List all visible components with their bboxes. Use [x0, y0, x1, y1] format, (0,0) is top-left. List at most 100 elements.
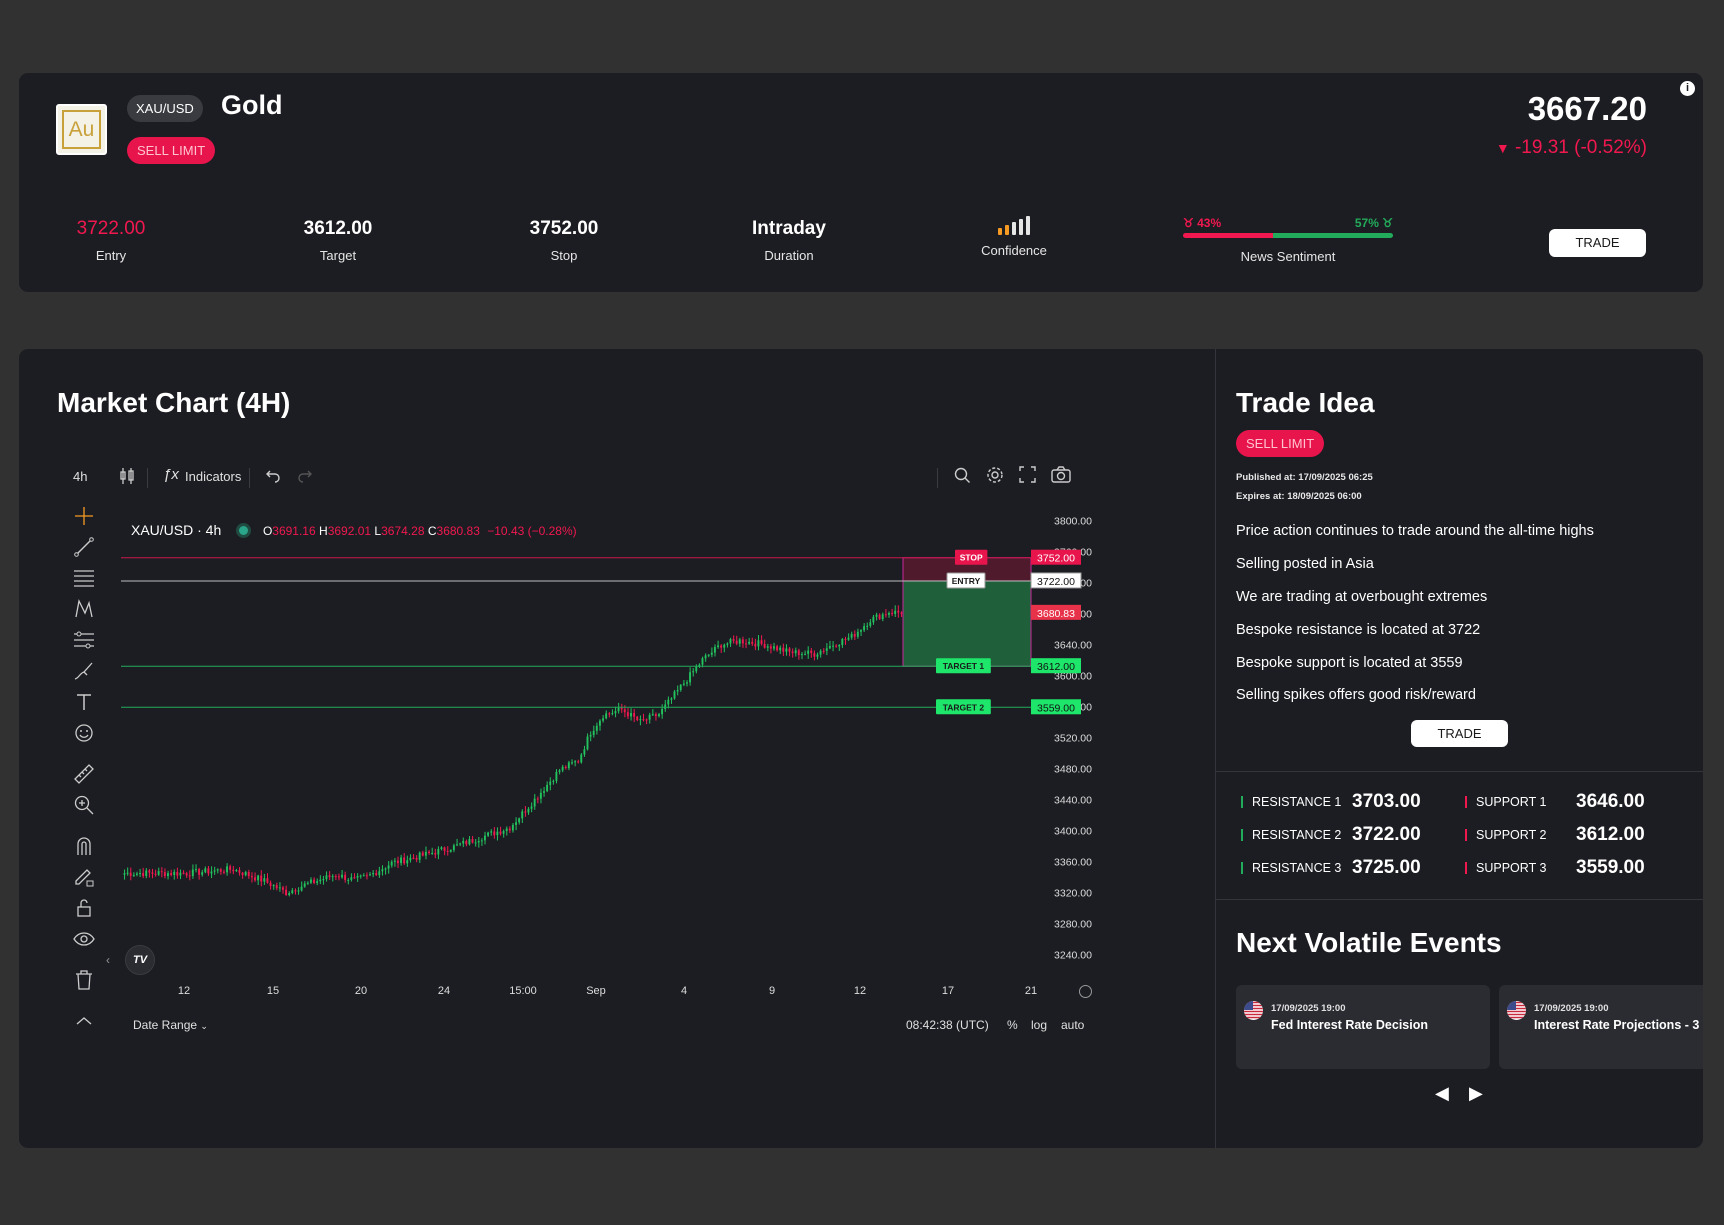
- ruler-icon[interactable]: [73, 763, 95, 785]
- candle: [580, 754, 583, 763]
- support-1: SUPPORT 1 3646.00: [1465, 791, 1645, 813]
- resistance-3: RESISTANCE 3 3725.00: [1241, 857, 1421, 879]
- candle: [502, 831, 505, 834]
- info-icon[interactable]: i: [1680, 81, 1695, 96]
- instrument-header-card: Au XAU/USD SELL LIMIT Gold 3667.20 ▼ -19…: [19, 73, 1703, 292]
- candle: [875, 614, 878, 617]
- trade-idea-trade-button[interactable]: TRADE: [1411, 720, 1508, 747]
- eye-icon[interactable]: [73, 928, 95, 950]
- candle: [841, 638, 844, 645]
- candle: [782, 647, 785, 652]
- y-tick-label: 3640.00: [1054, 640, 1092, 652]
- axis-price-badge-label: 3752.00: [1037, 553, 1075, 565]
- candle: [163, 872, 166, 877]
- emoji-icon[interactable]: [73, 722, 95, 744]
- x-tick-label: 12: [853, 985, 867, 997]
- unlock-icon[interactable]: [73, 897, 95, 919]
- trade-idea-title: Trade Idea: [1236, 387, 1375, 418]
- y-tick-label: 3520.00: [1054, 733, 1092, 745]
- candle: [741, 639, 744, 644]
- candle: [797, 650, 800, 656]
- candle: [194, 869, 197, 871]
- candle: [272, 885, 275, 887]
- candle: [294, 890, 297, 892]
- magnet-icon[interactable]: [73, 835, 95, 857]
- candle: [639, 719, 642, 721]
- text-tool-icon[interactable]: [73, 691, 95, 713]
- candle: [878, 614, 881, 620]
- camera-icon[interactable]: [1051, 466, 1071, 487]
- candle: [375, 873, 378, 876]
- crosshair-icon[interactable]: [73, 505, 95, 527]
- bull-bar-fill: [1273, 233, 1393, 238]
- support-label: SUPPORT 3: [1476, 861, 1547, 875]
- trade-button[interactable]: TRADE: [1549, 229, 1646, 257]
- interval-selector[interactable]: 4h: [73, 469, 88, 484]
- events-prev-button[interactable]: ◀: [1435, 1083, 1449, 1103]
- event-card[interactable]: 17/09/2025 19:00 Fed Interest Rate Decis…: [1236, 985, 1490, 1069]
- candle: [341, 874, 343, 878]
- legend-l-label: L: [374, 524, 382, 538]
- fullscreen-icon[interactable]: [1019, 466, 1036, 486]
- candle: [574, 761, 577, 763]
- candle: [490, 831, 493, 833]
- log-toggle[interactable]: log: [1031, 1018, 1048, 1032]
- order-type-badge: SELL LIMIT: [127, 137, 216, 164]
- brush-icon[interactable]: [73, 660, 95, 682]
- zoom-search-icon[interactable]: [953, 466, 971, 487]
- candle: [359, 875, 362, 877]
- lock-drawing-icon[interactable]: [73, 866, 95, 888]
- candle: [229, 866, 232, 870]
- candle: [623, 709, 626, 713]
- candle: [400, 857, 402, 864]
- candle: [720, 645, 723, 648]
- stat-entry: 3722.00 Entry: [41, 218, 181, 263]
- trash-icon[interactable]: [73, 969, 95, 991]
- x-tick-label: 4: [680, 985, 688, 997]
- candle: [331, 876, 334, 878]
- support-marker: [1465, 829, 1467, 841]
- sentiment-bar: [1183, 233, 1393, 238]
- candle: [319, 879, 322, 882]
- candlestick-chart[interactable]: 3240.00 3280.00 3320.00 3360.00 3400.00 3440.…: [121, 505, 1121, 970]
- news-sentiment: ♉︎ 43% 57% ♉︎ News Sentiment: [1183, 216, 1393, 264]
- events-next-button[interactable]: ▶: [1469, 1083, 1483, 1103]
- axis-settings-icon[interactable]: [1079, 985, 1092, 998]
- redo-icon[interactable]: [297, 467, 313, 486]
- y-tick-label: 3320.00: [1054, 888, 1092, 900]
- pattern-icon[interactable]: [73, 598, 95, 620]
- collapse-left-icon[interactable]: ‹: [106, 953, 110, 967]
- date-range-selector[interactable]: Date Range ⌄: [133, 1018, 208, 1032]
- candle: [595, 725, 598, 731]
- undo-icon[interactable]: [265, 467, 281, 486]
- bear-icon: ♉︎: [1183, 216, 1194, 230]
- resistance-marker: [1241, 829, 1243, 841]
- duration-value: Intraday: [752, 218, 826, 239]
- indicators-button[interactable]: Indicators: [185, 469, 242, 484]
- candle: [465, 840, 468, 845]
- event-card[interactable]: 17/09/2025 19:00 Interest Rate Projectio…: [1499, 985, 1703, 1069]
- percent-toggle[interactable]: %: [1007, 1018, 1018, 1032]
- auto-toggle[interactable]: auto: [1061, 1018, 1085, 1032]
- candle: [645, 719, 648, 721]
- candle: [810, 650, 813, 654]
- candle: [222, 871, 225, 873]
- candle: [142, 873, 145, 877]
- zoom-in-icon[interactable]: [73, 794, 95, 816]
- function-icon[interactable]: ƒx: [163, 466, 179, 483]
- prediction-icon[interactable]: [73, 629, 95, 651]
- resistance-value: 3722.00: [1352, 824, 1421, 845]
- entry-value: 3722.00: [76, 218, 146, 239]
- fib-lines-icon[interactable]: [73, 567, 95, 589]
- resistance-marker: [1241, 862, 1243, 874]
- candle-type-icon[interactable]: [119, 467, 135, 488]
- trendline-icon[interactable]: [73, 536, 95, 558]
- collapse-up-icon[interactable]: [73, 1010, 95, 1032]
- tradingview-logo[interactable]: TV: [125, 945, 155, 975]
- settings-gear-icon[interactable]: [986, 466, 1004, 487]
- candle: [508, 828, 511, 831]
- x-tick-label: 12: [177, 985, 191, 997]
- candle: [182, 872, 185, 874]
- axis-price-badge-label: 3612.00: [1037, 661, 1075, 673]
- candle: [297, 890, 300, 892]
